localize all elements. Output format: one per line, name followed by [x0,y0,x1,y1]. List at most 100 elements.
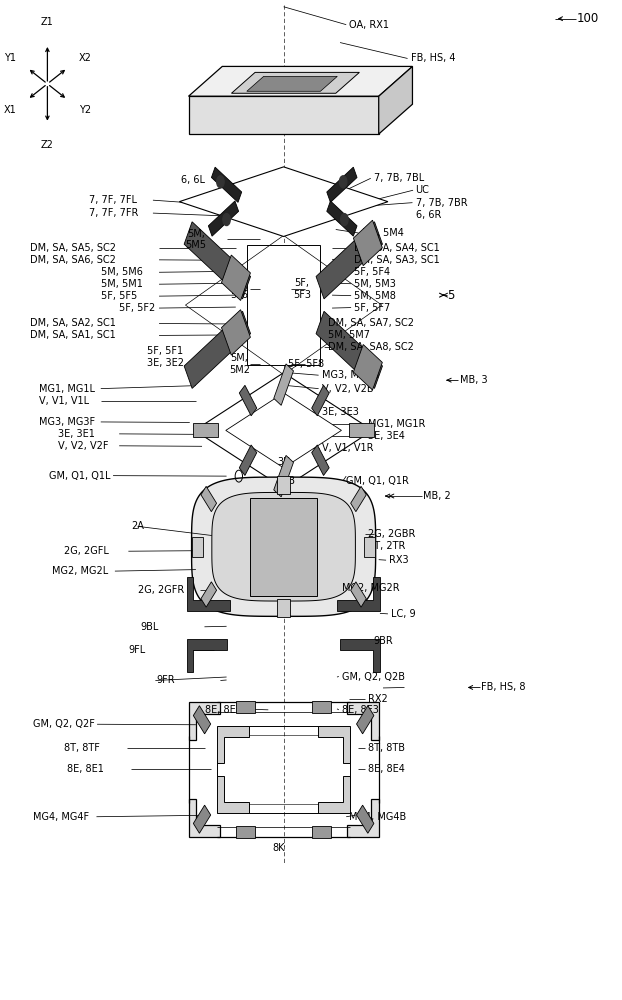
Text: 2G, 2GBR: 2G, 2GBR [368,529,415,539]
Polygon shape [192,477,376,616]
Text: 5M, 5M6: 5M, 5M6 [101,267,142,277]
Polygon shape [312,385,329,416]
Text: MG4, MG4F: MG4, MG4F [34,812,90,822]
Text: X2: X2 [78,53,91,63]
Text: 8T, 8TF: 8T, 8TF [64,743,100,753]
Text: Y2: Y2 [78,105,91,115]
Circle shape [216,176,224,188]
Text: 9FR: 9FR [156,675,175,685]
Text: 100: 100 [576,12,598,25]
Polygon shape [217,776,249,813]
Text: V, V1, V1R: V, V1, V1R [322,443,373,453]
Polygon shape [193,706,211,734]
Text: OA, RX1: OA, RX1 [350,20,389,30]
Text: MB, 3: MB, 3 [460,375,487,385]
Text: DM, SA, SA2, SC1: DM, SA, SA2, SC1 [30,318,116,328]
Text: 5M, 5M8: 5M, 5M8 [354,291,396,301]
Polygon shape [347,799,379,837]
Polygon shape [193,423,218,437]
Text: GM, Q1, Q1L: GM, Q1, Q1L [49,471,110,481]
Polygon shape [212,492,355,601]
Polygon shape [188,799,220,837]
Polygon shape [277,476,290,494]
Text: DM, SA, SA8, SC2: DM, SA, SA8, SC2 [328,342,414,352]
Polygon shape [312,445,329,475]
Polygon shape [231,72,360,93]
Polygon shape [379,66,412,134]
Text: MG1, MG1L: MG1, MG1L [39,384,95,394]
Text: 2A: 2A [131,521,144,531]
Polygon shape [239,385,257,416]
Text: 5M,
5M2: 5M, 5M2 [229,353,250,375]
Polygon shape [211,167,242,202]
Polygon shape [188,96,379,134]
Text: GM, Q2, Q2F: GM, Q2, Q2F [34,719,95,729]
Polygon shape [356,706,374,734]
Text: 8T, 8TB: 8T, 8TB [368,743,405,753]
Circle shape [341,214,348,226]
Text: 9BR: 9BR [374,636,394,646]
Polygon shape [327,201,357,236]
Polygon shape [327,167,357,202]
Text: 3E, 3E3: 3E, 3E3 [322,407,358,417]
Text: 8E, 8E1: 8E, 8E1 [67,764,104,774]
Text: 5F, 5F2: 5F, 5F2 [119,303,156,313]
Polygon shape [318,776,350,813]
Text: 2G, 2GFL: 2G, 2GFL [64,546,109,556]
Polygon shape [217,726,249,763]
Text: 7, 7F, 7FR: 7, 7F, 7FR [88,208,138,218]
Polygon shape [312,701,331,713]
Text: FB, HS, 8: FB, HS, 8 [481,682,526,692]
Text: 7, 7B, 7BL: 7, 7B, 7BL [374,173,424,183]
Text: 5F, 5F5: 5F, 5F5 [101,291,137,301]
Text: 5F,
5F6: 5F, 5F6 [230,278,248,300]
Text: 3E, 3E1: 3E, 3E1 [58,429,95,439]
Polygon shape [247,76,337,91]
Text: 3E, 3E4: 3E, 3E4 [368,431,404,441]
Polygon shape [351,486,366,512]
Text: DM, SA, SA3, SC1: DM, SA, SA3, SC1 [354,255,440,265]
Polygon shape [221,255,251,300]
Polygon shape [351,582,366,607]
Polygon shape [353,345,383,390]
Text: V, V1, V1L: V, V1, V1L [39,396,90,406]
Text: 6, 6L: 6, 6L [180,175,205,185]
Text: MG4, MG4B: MG4, MG4B [350,812,407,822]
Polygon shape [184,311,251,388]
Text: 9BL: 9BL [141,622,159,632]
Polygon shape [353,220,383,266]
Polygon shape [312,826,331,838]
Circle shape [223,214,230,226]
Text: Y1: Y1 [4,53,16,63]
Text: 5M, 5M3: 5M, 5M3 [354,279,396,289]
Polygon shape [187,577,230,611]
Polygon shape [340,639,380,672]
Text: MG3, MG3B: MG3, MG3B [322,370,379,380]
Text: RX2: RX2 [368,694,388,704]
Text: 3K: 3K [277,457,290,467]
Polygon shape [193,805,211,833]
Polygon shape [192,537,203,557]
Polygon shape [236,826,255,838]
Text: 5F, 5F7: 5F, 5F7 [354,303,391,313]
Text: V, V2, V2B: V, V2, V2B [322,384,373,394]
Text: MG3, MG3F: MG3, MG3F [39,417,96,427]
Text: X1: X1 [4,105,16,115]
Text: 7, 7F, 7FL: 7, 7F, 7FL [88,195,136,205]
Polygon shape [208,201,239,236]
Polygon shape [188,66,412,96]
Text: FB, HS, 4: FB, HS, 4 [411,53,455,63]
Text: MG1, MG1R: MG1, MG1R [368,419,425,429]
Text: 5F, 5F4: 5F, 5F4 [354,267,390,277]
Polygon shape [347,702,379,740]
Text: 2G, 2GFR: 2G, 2GFR [137,584,184,594]
Text: MG2, MG2R: MG2, MG2R [342,583,399,593]
Text: 8E, 8E4: 8E, 8E4 [368,764,404,774]
Polygon shape [337,577,380,611]
Text: 5F,
5F3: 5F, 5F3 [293,278,311,300]
Text: 7, 7B, 7BR: 7, 7B, 7BR [415,198,467,208]
Polygon shape [201,582,216,607]
Text: 5M, 5M7: 5M, 5M7 [328,330,370,340]
Text: 6, 6R: 6, 6R [415,210,441,220]
Polygon shape [201,486,216,512]
